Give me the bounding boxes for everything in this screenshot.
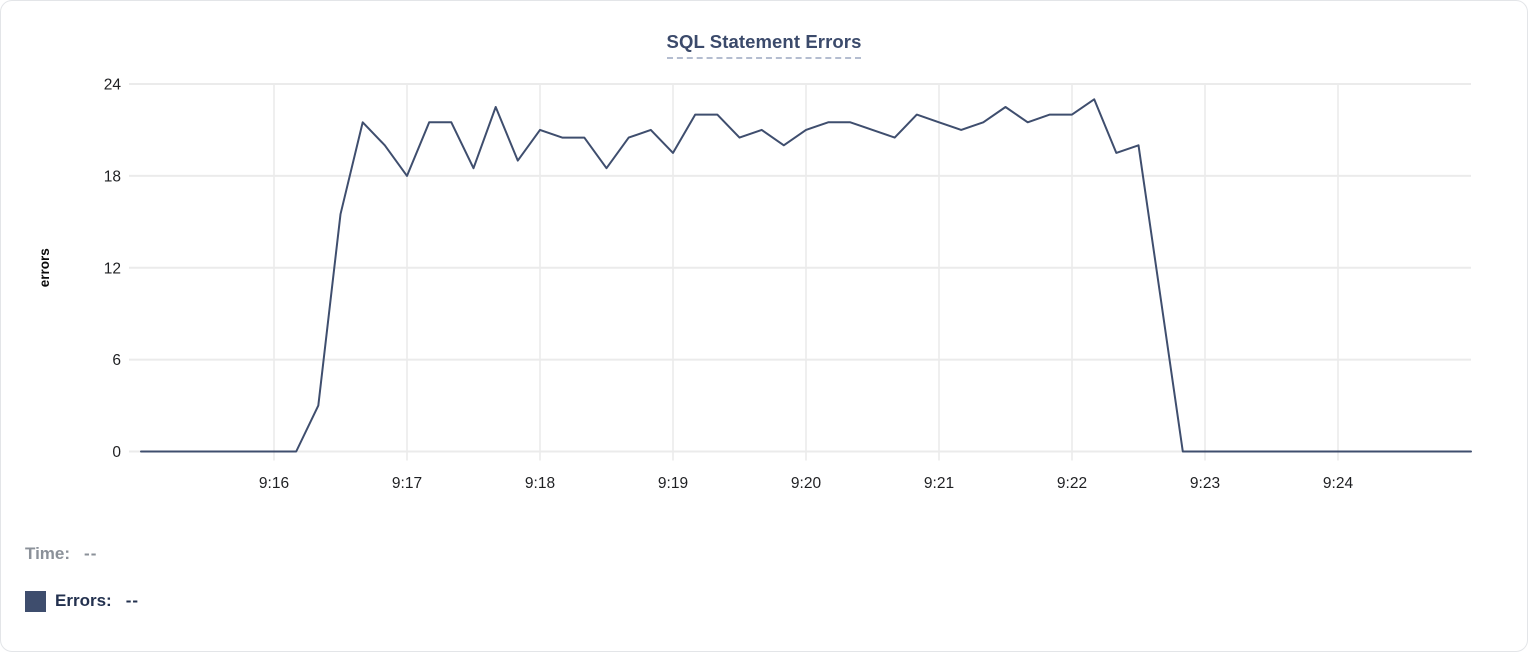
chart-title-row: SQL Statement Errors bbox=[1, 31, 1527, 59]
errors-chart-plot-area[interactable]: 9:16 9:17 9:18 9:19 9:20 9:21 9:22 9:23 9:24 0 6 12… bbox=[1, 1, 1528, 501]
x-axis-tick-label: 9:24 bbox=[1323, 475, 1354, 492]
legend-time-value: -- bbox=[84, 544, 98, 563]
y-axis-tick-label: 18 bbox=[104, 168, 121, 185]
x-axis-tick-label: 9:21 bbox=[924, 475, 954, 492]
x-axis-tick-label: 9:16 bbox=[259, 475, 289, 492]
x-axis-tick-label: 9:17 bbox=[392, 475, 422, 492]
legend-time-row: Time: -- bbox=[25, 541, 139, 567]
y-axis-title: errors bbox=[37, 248, 52, 287]
legend-time-label: Time: bbox=[25, 544, 71, 563]
x-axis-tick-label: 9:19 bbox=[658, 475, 688, 492]
legend-errors-label: Errors: bbox=[55, 591, 112, 610]
errors-series-line bbox=[140, 98, 1472, 453]
x-axis-tick-label: 9:20 bbox=[791, 475, 822, 492]
chart-title[interactable]: SQL Statement Errors bbox=[666, 31, 862, 59]
grid bbox=[129, 83, 1471, 461]
x-axis-tick-label: 9:18 bbox=[525, 475, 555, 492]
legend: Time: -- Errors: -- bbox=[25, 541, 139, 635]
legend-errors-row: Errors: -- bbox=[25, 588, 139, 614]
x-axis-tick-label: 9:23 bbox=[1190, 475, 1220, 492]
y-axis-tick-label: 6 bbox=[112, 352, 121, 369]
y-axis-tick-label: 12 bbox=[104, 260, 121, 277]
x-axis-tick-label: 9:22 bbox=[1057, 475, 1087, 492]
axis-labels: 9:16 9:17 9:18 9:19 9:20 9:21 9:22 9:23 9:24 0 6 12… bbox=[37, 77, 1353, 493]
y-axis-tick-label: 0 bbox=[112, 444, 121, 461]
legend-errors-value: -- bbox=[125, 591, 140, 610]
errors-series-swatch-icon bbox=[25, 590, 46, 612]
y-axis-tick-label: 24 bbox=[104, 77, 122, 94]
